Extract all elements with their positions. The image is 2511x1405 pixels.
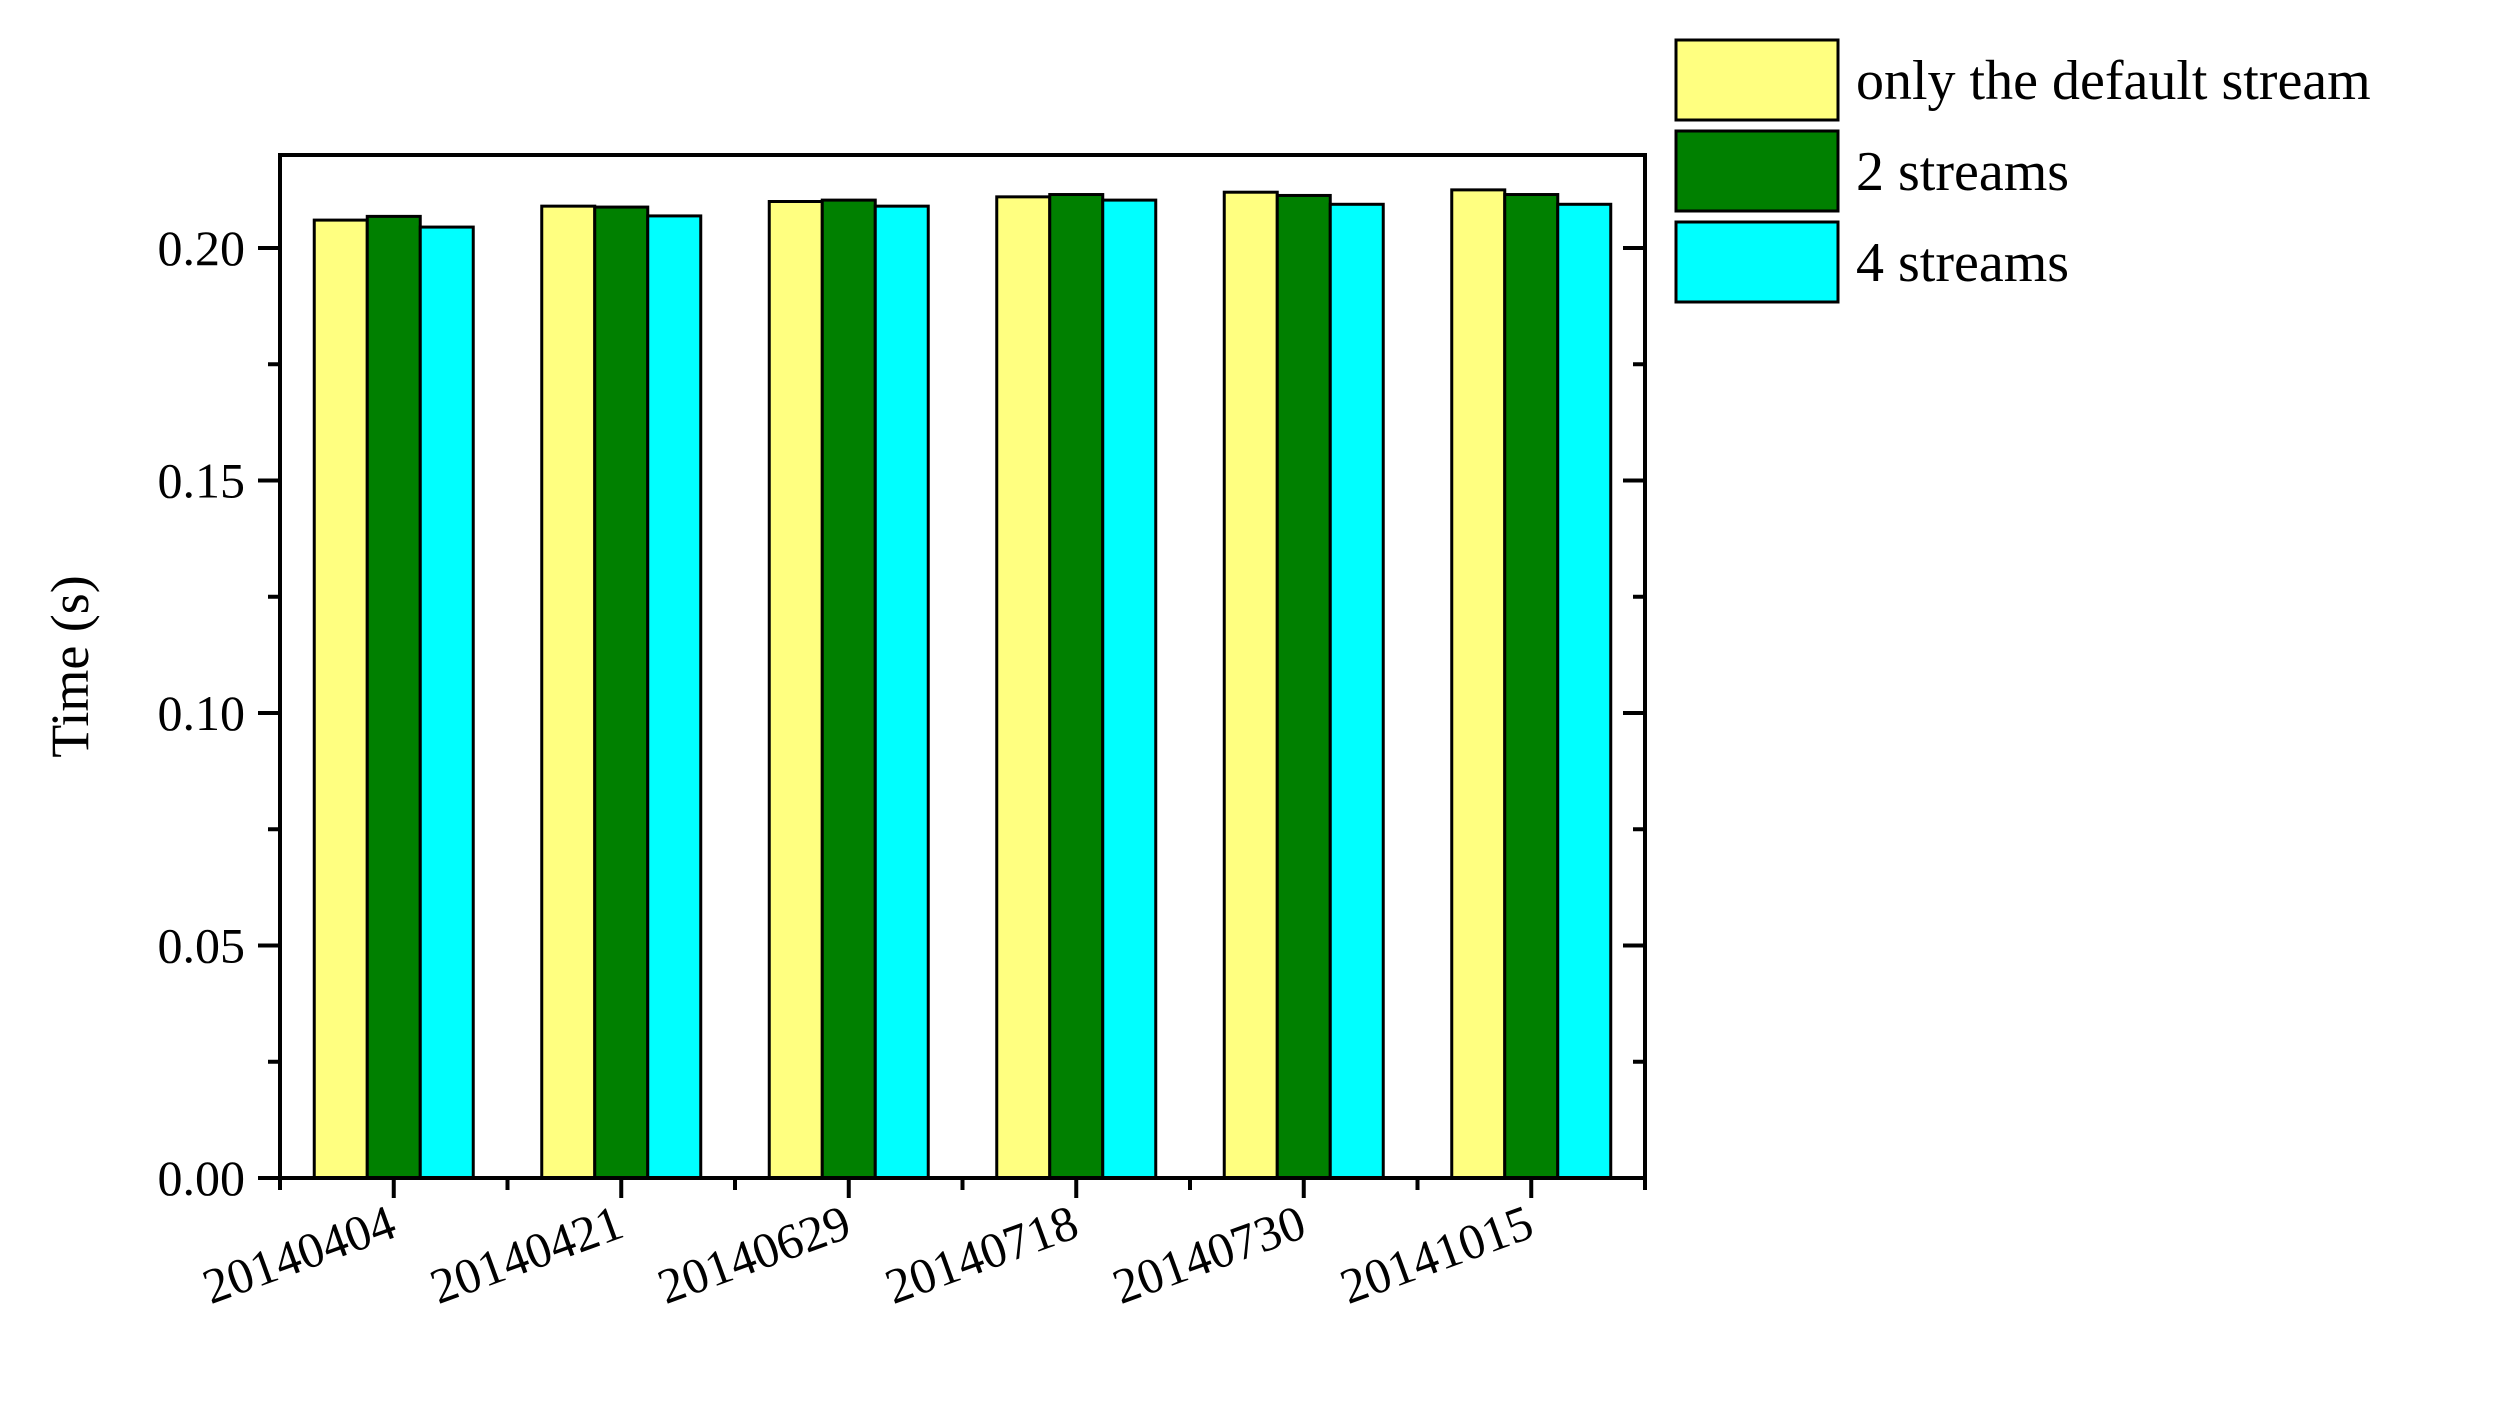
bar-20140404-series-1 (312, 218, 369, 1180)
bar-20141015-series-2 (1503, 193, 1560, 1180)
y-axis-title: Time (s) (40, 575, 100, 758)
legend-swatch-3 (1674, 220, 1840, 304)
bar-20140730-series-2 (1275, 193, 1332, 1180)
legend-label-2: 2 streams (1856, 141, 2069, 203)
legend-label-3: 4 streams (1856, 232, 2069, 294)
y-tick-label: 0.15 (158, 453, 246, 509)
y-tick-label: 0.10 (158, 685, 246, 741)
x-tick-label: 20141015 (1333, 1194, 1540, 1315)
bar-20140718-series-3 (1101, 198, 1158, 1180)
bar-20141015-series-1 (1450, 188, 1507, 1180)
bar-20140404-series-2 (365, 214, 422, 1180)
y-tick-label: 0.20 (158, 220, 246, 276)
legend: only the default stream 2 streams 4 stream… (1674, 38, 2371, 304)
legend-label-1: only the default stream (1856, 50, 2371, 112)
bar-20140629-series-2 (820, 198, 877, 1180)
legend-swatch-2 (1674, 129, 1840, 213)
x-tick-label: 20140718 (878, 1194, 1085, 1315)
bar-20140629-series-3 (873, 204, 930, 1180)
bar-20140421-series-2 (593, 205, 650, 1180)
bar-20140730-series-1 (1222, 190, 1279, 1180)
x-tick-label: 20140421 (423, 1194, 630, 1315)
y-tick-label: 0.00 (158, 1150, 246, 1206)
x-tick-label: 20140629 (650, 1194, 857, 1315)
x-tick-label: 20140404 (195, 1194, 402, 1315)
bar-20140718-series-2 (1048, 193, 1105, 1180)
y-tick-label: 0.05 (158, 918, 246, 974)
bar-20140730-series-3 (1328, 202, 1385, 1180)
bar-20140404-series-3 (418, 225, 475, 1180)
plot-frame (278, 153, 1647, 1180)
ticks-layer (258, 246, 1647, 1198)
bar-20140718-series-1 (995, 195, 1052, 1180)
x-tick-label: 20140730 (1105, 1194, 1312, 1315)
legend-swatch-1 (1674, 38, 1840, 122)
bar-20140629-series-1 (767, 200, 824, 1180)
bar-20141015-series-3 (1556, 202, 1613, 1180)
bars-layer (312, 188, 1613, 1180)
bar-20140421-series-1 (540, 204, 597, 1180)
bar-20140421-series-3 (646, 214, 703, 1180)
